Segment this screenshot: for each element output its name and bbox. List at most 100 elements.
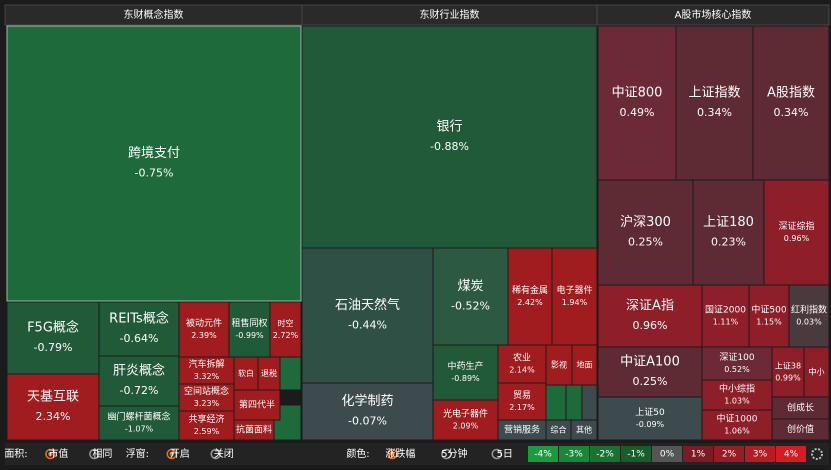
radio[interactable] [89, 448, 100, 460]
tile [581, 384, 598, 421]
radio[interactable] [491, 448, 502, 460]
tile[interactable] [301, 25, 598, 249]
radio-label: 5分钟 [441, 447, 467, 460]
tile[interactable] [432, 247, 509, 346]
tile[interactable] [497, 382, 547, 421]
tile[interactable] [692, 179, 765, 286]
tile-change: 0.99% [775, 374, 801, 383]
radio[interactable] [441, 448, 452, 460]
tile[interactable] [228, 301, 271, 358]
tile-name: 中证500 [751, 304, 786, 316]
tile[interactable] [570, 419, 598, 441]
tile[interactable] [432, 399, 499, 441]
tile-change: 1.03% [724, 397, 750, 406]
tile-change: -0.75% [135, 167, 174, 180]
tile-change: -0.89% [451, 374, 480, 383]
tile[interactable] [597, 179, 694, 286]
tile-change: 0.34% [697, 106, 732, 119]
tile[interactable] [597, 396, 703, 441]
tile[interactable] [497, 344, 547, 384]
tile[interactable] [178, 301, 230, 358]
tile[interactable] [771, 346, 805, 398]
tile[interactable] [301, 382, 434, 441]
tile[interactable] [507, 247, 553, 346]
radio-label: 涨跌幅 [385, 447, 415, 460]
tile-name: A股指数 [767, 86, 815, 101]
tile-name: 上证指数 [688, 86, 740, 101]
tile-name: 中证800 [612, 86, 663, 101]
tile-name: 中药生产 [447, 360, 483, 372]
tile-name: 抗菌面料 [236, 424, 272, 436]
tile[interactable] [763, 179, 830, 286]
tile[interactable] [233, 356, 259, 391]
legend-swatch [590, 446, 620, 462]
radio-dot [390, 451, 395, 457]
tile[interactable] [803, 346, 830, 398]
tile-name: 沪深300 [620, 214, 671, 230]
toolbar-label: 浮窗: [126, 447, 149, 460]
legend-swatch [776, 446, 806, 462]
tile[interactable] [675, 25, 754, 181]
tile[interactable] [301, 247, 434, 384]
tile-name: 上证38 [775, 362, 801, 371]
tile[interactable] [701, 284, 750, 348]
tile[interactable] [701, 346, 773, 381]
tile[interactable] [6, 373, 100, 441]
tile[interactable] [752, 25, 830, 181]
tile[interactable] [545, 344, 573, 386]
settings-icon[interactable] [811, 448, 823, 460]
panel-title: 东财概念指数 [124, 8, 184, 21]
tile-change: -0.99% [235, 331, 264, 340]
tile-change: 1.94% [562, 298, 588, 307]
tile[interactable] [551, 247, 598, 346]
tile-name: 第四代半 [239, 399, 275, 411]
radio[interactable] [45, 448, 56, 460]
tile[interactable] [597, 284, 703, 348]
tile-name: 共享经济 [188, 413, 224, 425]
radio-label: 5日 [497, 449, 513, 460]
tile[interactable] [233, 389, 281, 421]
tile[interactable] [571, 344, 598, 386]
radio-label: 市值 [48, 447, 68, 460]
tile-change: 1.11% [713, 318, 739, 327]
tile[interactable] [771, 418, 830, 441]
tile-change: 0.34% [774, 106, 809, 119]
tile-change: 0.03% [796, 318, 822, 327]
tile-change: 2.09% [453, 422, 479, 431]
tile-name: 天基互联 [27, 390, 79, 405]
tile[interactable] [788, 284, 830, 348]
tile-name: 肝炎概念 [113, 363, 165, 379]
legend-swatch [714, 446, 744, 462]
tile-change: -0.79% [34, 341, 73, 354]
legend-label: -2% [596, 450, 614, 460]
radio[interactable] [387, 448, 398, 460]
legend-swatch [652, 446, 682, 462]
radio[interactable] [166, 448, 177, 460]
legend-label: 2% [722, 450, 737, 460]
tile-name: 中证1000 [717, 413, 758, 425]
legend-label: 4% [784, 450, 799, 460]
tile-name: 汽车拆解 [188, 358, 224, 370]
radio[interactable] [210, 448, 221, 460]
tile[interactable] [269, 301, 302, 358]
tile-name: 上证180 [703, 215, 754, 230]
tile[interactable] [98, 301, 180, 357]
tile[interactable] [6, 301, 100, 375]
tile-change: 3.32% [194, 372, 220, 381]
panel-title: 东财行业指数 [420, 8, 480, 21]
tile[interactable] [432, 344, 499, 401]
tile-name: 煤炭 [457, 279, 483, 294]
tile[interactable] [701, 409, 773, 441]
tile[interactable] [98, 405, 180, 441]
tile[interactable] [233, 419, 275, 441]
tile-name: 深证100 [719, 352, 754, 363]
panel-header [596, 4, 830, 26]
tile[interactable] [6, 25, 302, 302]
tile[interactable] [178, 410, 235, 441]
tile-name: 退税 [261, 368, 277, 378]
tile-change: -1.07% [125, 425, 154, 434]
tile[interactable] [597, 25, 677, 181]
tile[interactable] [748, 284, 790, 348]
tile-name: 国证2000 [705, 305, 746, 316]
tile-name: 电子器件 [556, 284, 592, 296]
